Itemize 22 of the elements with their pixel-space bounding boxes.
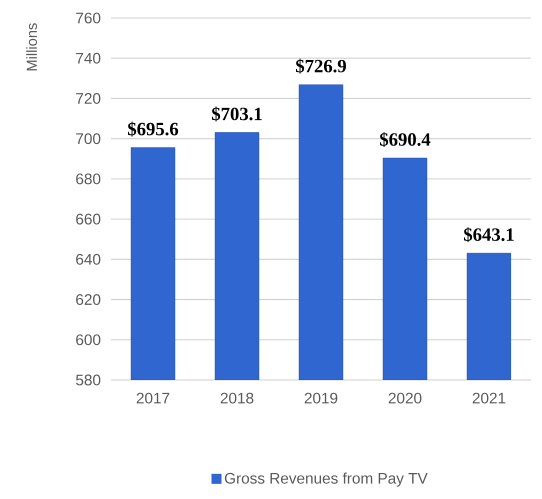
x-tick-label: 2020 — [388, 392, 422, 404]
y-tick-label: 680 — [76, 173, 100, 184]
legend-label: Gross Revenues from Pay TV — [224, 472, 428, 487]
data-label: $643.1 — [464, 227, 514, 242]
y-tick-label: 740 — [76, 52, 100, 64]
x-tick-label: 2021 — [472, 392, 506, 404]
x-tick-label: 2018 — [220, 392, 254, 404]
y-tick-label: 660 — [76, 214, 100, 225]
x-tick-label: 2017 — [136, 392, 170, 404]
data-label: $726.9 — [296, 58, 346, 74]
y-tick-label: 640 — [76, 254, 100, 265]
x-tick-label: 2019 — [304, 392, 338, 404]
y-tick-label: 720 — [76, 93, 100, 104]
data-label: $703.1 — [212, 106, 262, 122]
y-tick-label: 620 — [76, 294, 100, 305]
y-tick-label: 760 — [76, 12, 100, 24]
y-axis-title: Millions — [26, 23, 37, 70]
y-tick-label: 580 — [76, 374, 100, 386]
data-label: $690.4 — [380, 132, 430, 148]
y-tick-label: 700 — [76, 133, 100, 144]
data-label: $695.6 — [128, 122, 178, 137]
y-tick-label: 600 — [76, 334, 100, 346]
